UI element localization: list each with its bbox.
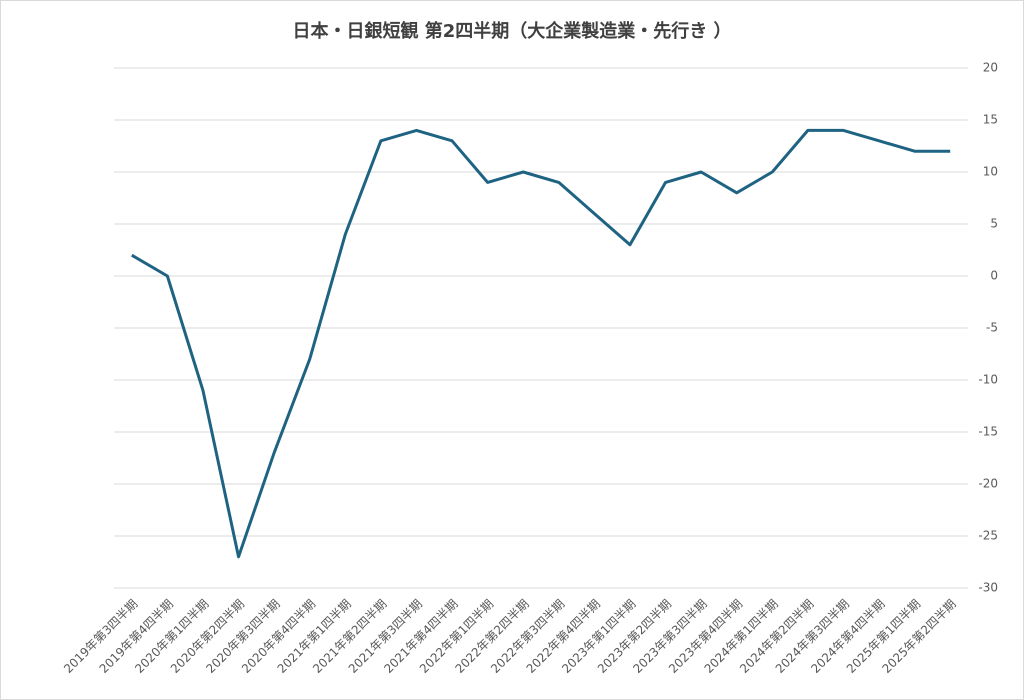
y-tick-label: -30: [978, 581, 998, 595]
y-tick-label: 5: [990, 217, 998, 231]
y-tick-label: 0: [990, 269, 998, 283]
y-tick-label: -25: [978, 529, 998, 543]
y-tick-label: -15: [978, 425, 998, 439]
y-tick-label: 15: [983, 113, 998, 127]
data-line: [131, 128, 951, 559]
y-tick-label: -20: [978, 477, 998, 491]
y-tick-label: -10: [978, 373, 998, 387]
chart-title: 日本・日銀短観 第2四半期（大企業製造業・先行き ）: [292, 20, 731, 42]
y-tick-label: -5: [986, 321, 998, 335]
y-tick-label: 10: [983, 165, 998, 179]
y-tick-label: 20: [983, 61, 998, 75]
